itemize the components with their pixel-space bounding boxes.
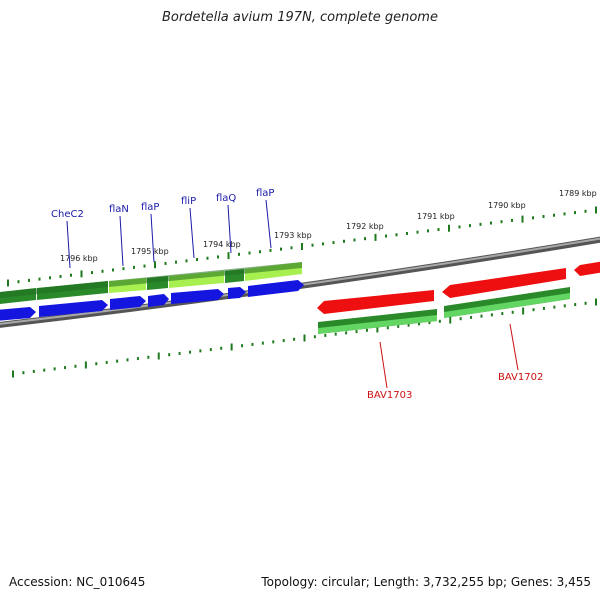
gene-leader-line <box>509 323 519 371</box>
gene-bar-shade <box>0 281 108 298</box>
topology-text: Topology: circular; Length: 3,732,255 bp… <box>261 575 591 589</box>
gene-label[interactable]: BAV1702 <box>498 372 543 383</box>
cds-arrow[interactable] <box>148 294 169 307</box>
cds-arrow[interactable] <box>110 296 146 310</box>
forward-cds-track <box>0 280 304 321</box>
ruler-label: 1789 kbp <box>559 189 597 198</box>
ruler-label: 1795 kbp <box>131 247 169 256</box>
gene-label[interactable]: flaQ <box>216 193 236 204</box>
cds-arrow[interactable] <box>317 290 434 314</box>
gene-label[interactable]: CheC2 <box>51 209 84 220</box>
gene-leader-line <box>119 215 124 267</box>
gene-label-group: CheC2 flaN flaP fliP flaQ flaP BAV1703 BAV1702 <box>51 188 543 401</box>
gene-leader-line <box>227 204 232 254</box>
ruler-label: 1793 kbp <box>274 231 312 240</box>
ruler-label: 1792 kbp <box>346 222 384 231</box>
gene-leader-line <box>150 213 155 263</box>
cds-arrow[interactable] <box>39 300 108 317</box>
map-title: Bordetella avium 197N, complete genome <box>162 10 438 25</box>
ruler-label: 1791 kbp <box>417 212 455 221</box>
gene-label[interactable]: flaN <box>109 204 129 215</box>
cds-arrow[interactable] <box>228 287 246 299</box>
reverse-cds-track <box>317 261 600 314</box>
ruler-label-group: 1796 kbp 1795 kbp 1794 kbp 1793 kbp 1792 kbp… <box>60 189 597 263</box>
forward-gene-track <box>0 262 302 304</box>
gene-bar-shade <box>444 293 570 318</box>
gene-label[interactable]: flaP <box>141 202 159 213</box>
gene-bar-shade <box>109 262 302 287</box>
gene-bar-shade <box>318 315 437 334</box>
gene-leader-line <box>66 220 71 269</box>
cds-arrow[interactable] <box>574 261 600 276</box>
gene-label[interactable]: flaP <box>256 188 274 199</box>
gene-leader-line <box>379 341 388 389</box>
gene-leader-line <box>265 199 272 249</box>
cds-arrow[interactable] <box>171 289 224 304</box>
ruler-label: 1790 kbp <box>488 201 526 210</box>
reverse-gene-track <box>318 287 570 334</box>
ruler-label: 1796 kbp <box>60 254 98 263</box>
ruler-label: 1794 kbp <box>203 240 241 249</box>
cds-arrow[interactable] <box>248 280 304 297</box>
cds-arrow[interactable] <box>0 307 36 321</box>
gene-label[interactable]: BAV1703 <box>367 390 412 401</box>
upper-tick-row <box>7 206 597 287</box>
gene-leader-line <box>189 207 195 259</box>
lower-tick-row <box>12 298 597 378</box>
gene-label[interactable]: fliP <box>181 196 196 207</box>
accession-text: Accession: NC_010645 <box>9 575 146 589</box>
cds-arrow[interactable] <box>442 268 566 298</box>
